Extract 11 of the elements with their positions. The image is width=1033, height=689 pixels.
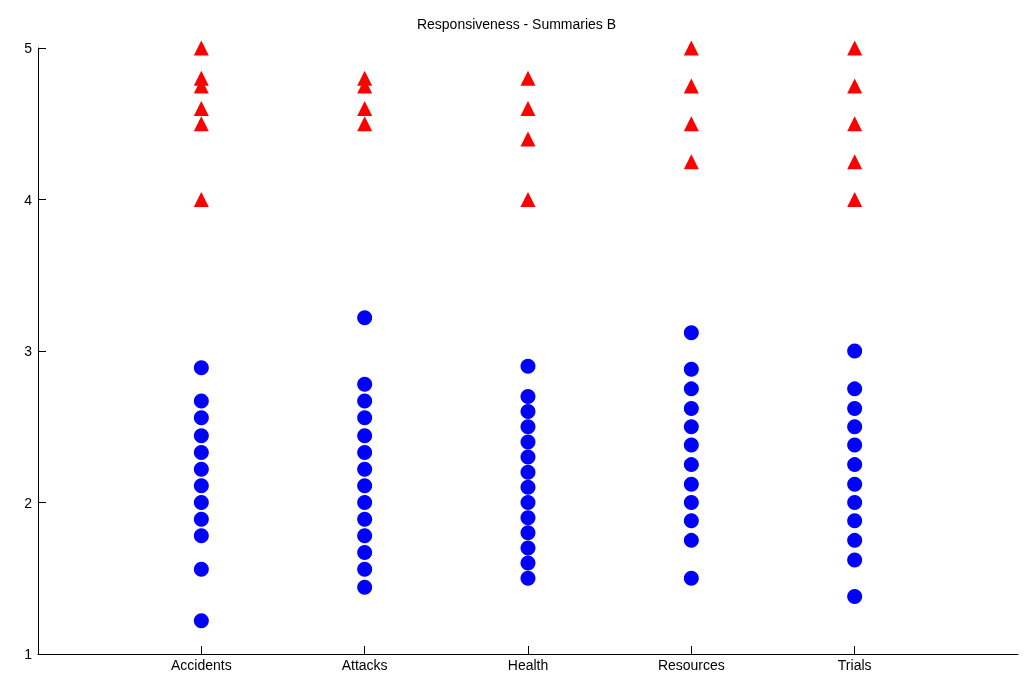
- y-tick-label: 1: [24, 646, 33, 662]
- y-tick-label: 2: [24, 494, 33, 511]
- x-tick-label: Attacks: [341, 657, 388, 673]
- y-tick-label: 4: [24, 191, 33, 208]
- x-tick-label: Health: [507, 657, 549, 673]
- y-tick-label: 3: [24, 343, 33, 359]
- x-tick-label: Trials: [837, 657, 872, 673]
- chart-title: Responsiveness - Summaries B: [416, 16, 617, 32]
- x-tick-label: Resources: [657, 657, 725, 673]
- x-tick-label: Accidents: [170, 657, 232, 673]
- y-tick-label: 5: [24, 40, 33, 56]
